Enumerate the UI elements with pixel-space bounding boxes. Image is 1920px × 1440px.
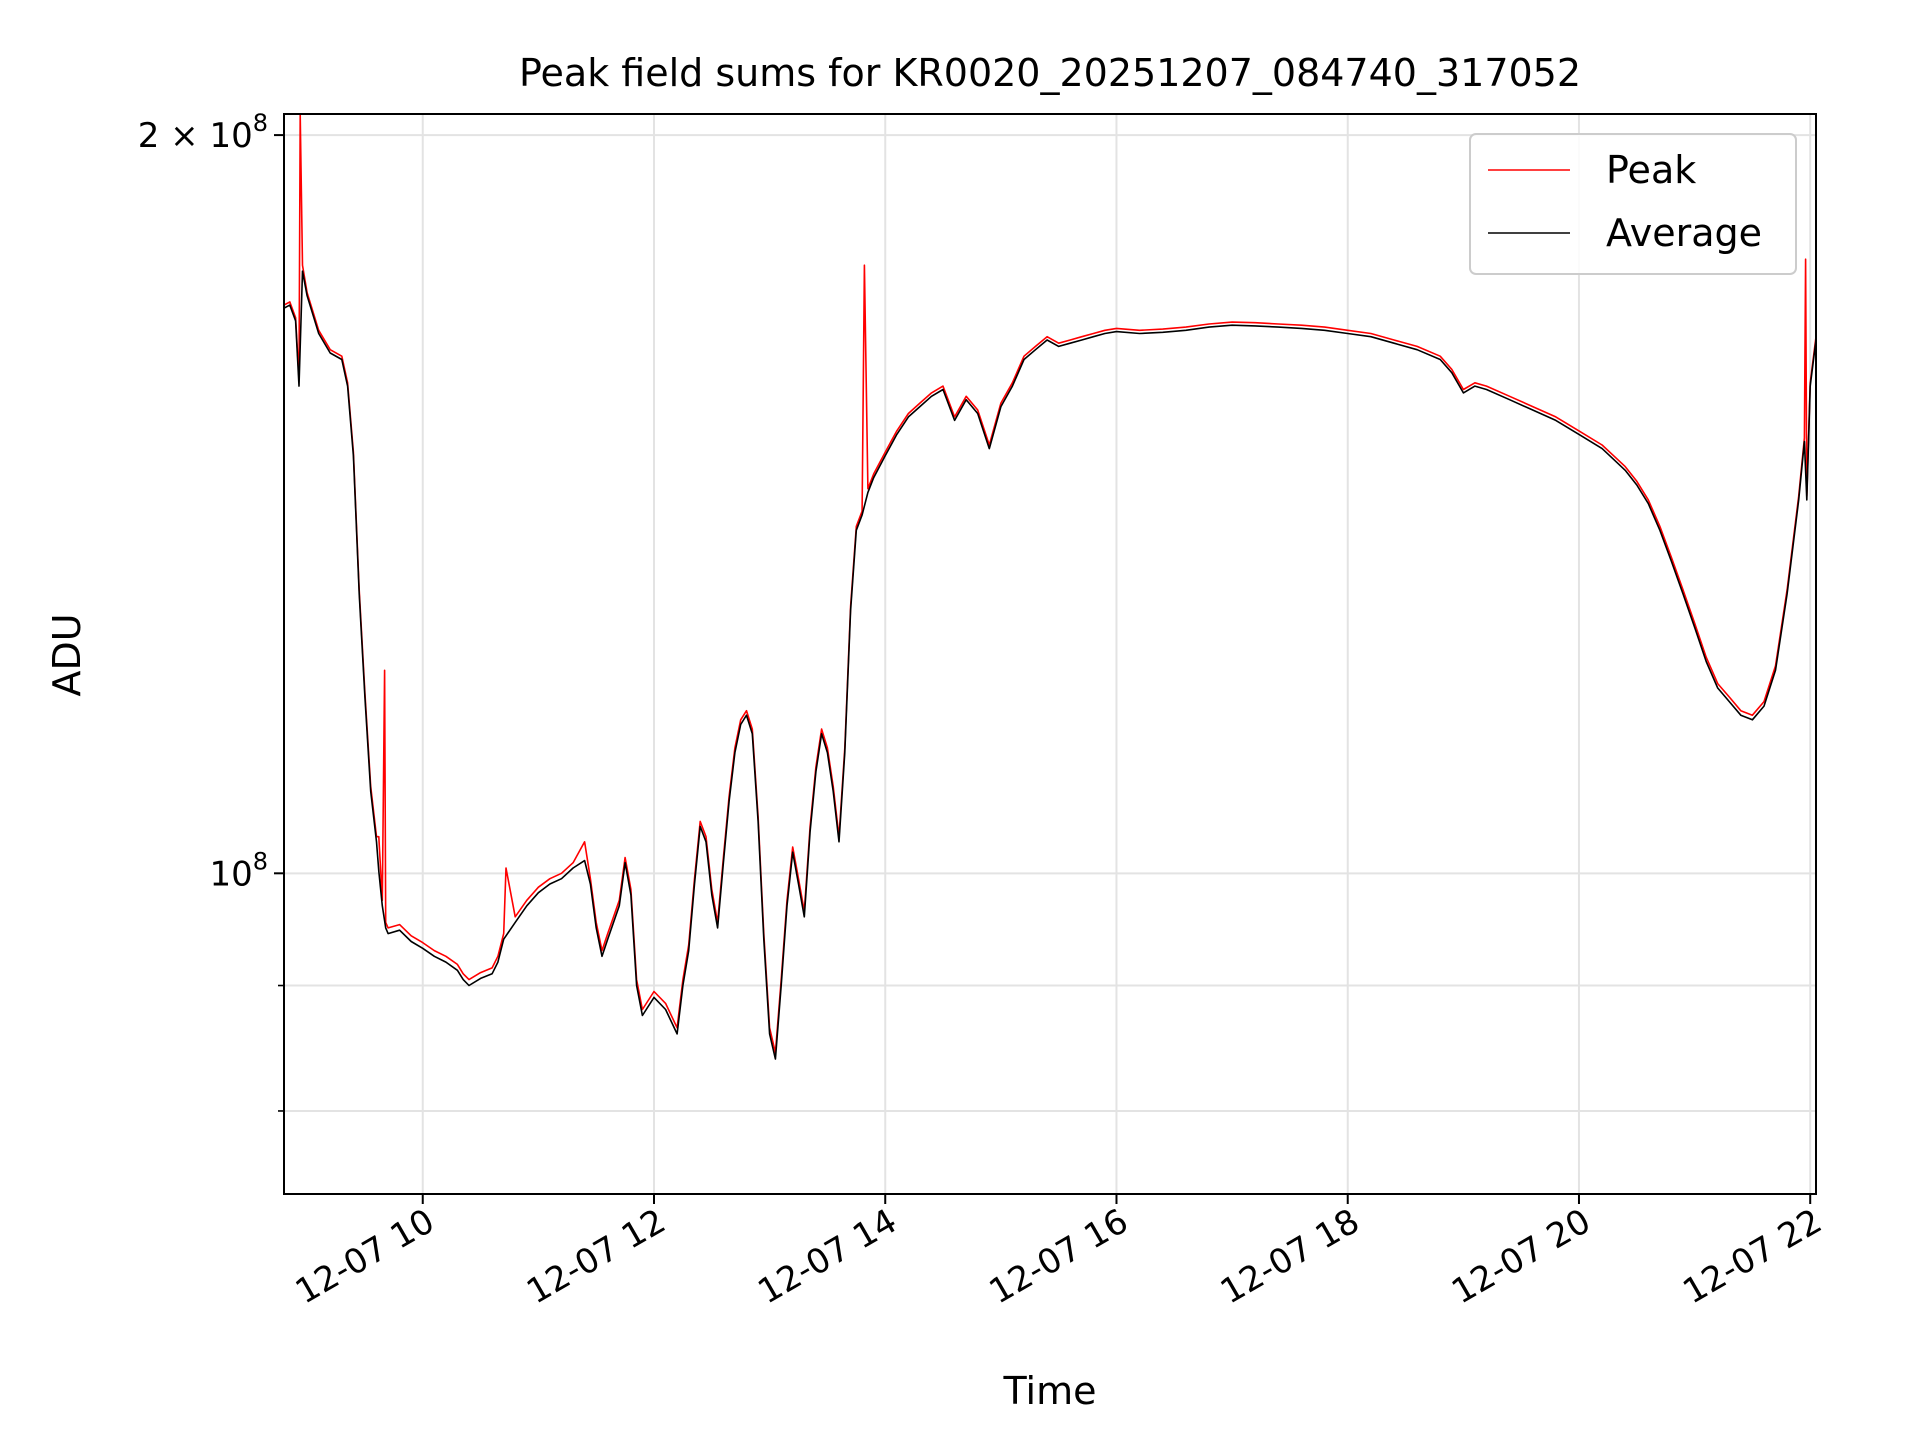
- legend-label-average: Average: [1606, 211, 1762, 255]
- y-tick-label-exponent: 8: [253, 109, 268, 137]
- series-line-average: [284, 270, 1816, 1060]
- chart-title: Peak field sums for KR0020_20251207_0847…: [519, 51, 1581, 95]
- y-tick-label-base: 10: [209, 854, 252, 894]
- grid: [284, 114, 1816, 1194]
- legend-frame: [1469, 133, 1797, 275]
- y-tick-label: 2 × 108: [138, 109, 268, 156]
- x-axis-label: Time: [1003, 1369, 1097, 1413]
- plot-frame: [283, 113, 1817, 1195]
- y-axis-label: ADU: [45, 613, 89, 696]
- legend: Peak Average: [1469, 133, 1797, 275]
- y-tick-label-base: 2 × 10: [138, 116, 253, 156]
- y-tick-label-exponent: 8: [253, 847, 268, 875]
- legend-label-peak: Peak: [1606, 148, 1696, 192]
- series-layer: [284, 114, 1816, 1060]
- y-tick-label: 108: [209, 847, 268, 894]
